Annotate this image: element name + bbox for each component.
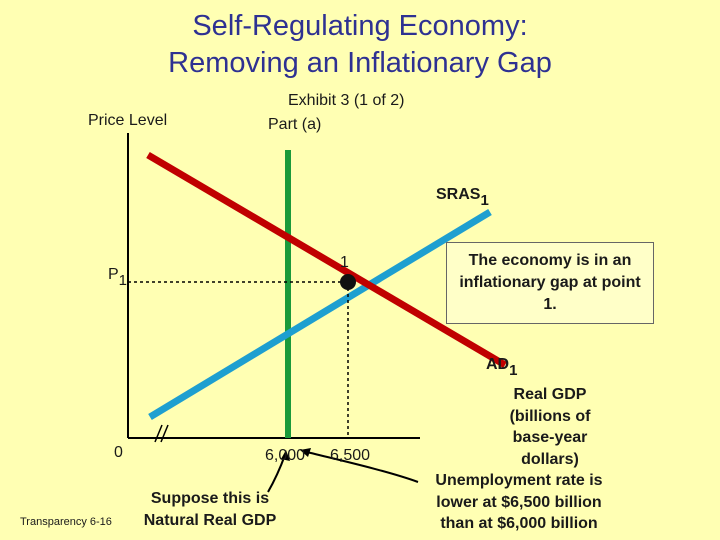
part-label: Part (a) [268, 116, 322, 133]
sras-label: SRAS1 [436, 186, 489, 209]
natural-gdp-note: Suppose this is Natural Real GDP [130, 488, 290, 531]
p1-letter: P [108, 266, 119, 283]
natural-note-line-1: Suppose this is [150, 490, 270, 507]
slide-title: Self-Regulating Economy: Removing an Inf… [0, 8, 720, 82]
ad-text: AD [486, 356, 510, 373]
x-axis-line-2: (billions of [509, 407, 591, 425]
sras-text: SRAS [436, 186, 481, 203]
ad-label: AD1 [486, 356, 517, 379]
arrow-head-6000 [281, 450, 290, 461]
title-line-2: Removing an Inflationary Gap [168, 47, 552, 79]
p1-label: P1 [108, 266, 127, 289]
x-axis-line-4: dollars) [521, 450, 579, 468]
x-axis-line-1: Real GDP [513, 386, 587, 403]
sras-curve [148, 209, 492, 420]
unemployment-line-3: than at $6,000 billion [440, 515, 598, 532]
p1-subscript: 1 [118, 272, 128, 289]
x-axis-label: Real GDP (billions of base-year dollars) [470, 384, 630, 470]
sras-subscript: 1 [480, 192, 489, 209]
ad-subscript: 1 [509, 362, 518, 379]
origin-label: 0 [114, 444, 123, 461]
title-line-1: Self-Regulating Economy: [192, 10, 528, 42]
exhibit-label: Exhibit 3 (1 of 2) [288, 92, 405, 109]
unemployment-note: Unemployment rate is lower at $6,500 bil… [414, 470, 624, 535]
transparency-label: Transparency 6-16 [20, 516, 112, 528]
unemployment-line-2: lower at $6,500 billion [436, 493, 602, 511]
tick-6000: 6,000 [265, 447, 306, 464]
ad-curve [146, 151, 507, 369]
y-axis-label: Price Level [88, 112, 168, 129]
tick-6500: 6,500 [330, 447, 371, 464]
point-label: 1 [340, 254, 349, 271]
axis-break-icon [154, 424, 169, 443]
unemployment-line-1: Unemployment rate is [435, 472, 603, 489]
arrow-to-6500 [302, 450, 419, 483]
equilibrium-point-icon [340, 274, 356, 290]
natural-note-line-2: Natural Real GDP [143, 511, 277, 529]
x-axis-line-3: base-year [512, 429, 588, 446]
arrow-head-6500 [300, 448, 311, 457]
inflationary-gap-callout: The economy is in an inflationary gap at… [446, 242, 654, 324]
callout-text: The economy is in an inflationary gap at… [459, 252, 641, 313]
